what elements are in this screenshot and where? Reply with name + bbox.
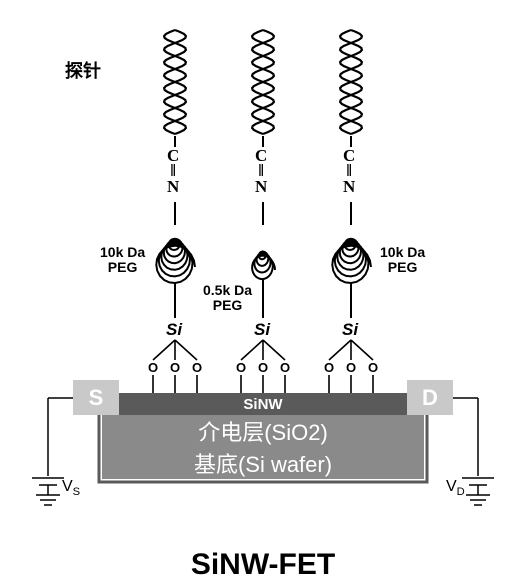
diagram-title: SiNW-FET	[0, 548, 526, 582]
o-label: O	[170, 360, 180, 375]
o-label: O	[148, 360, 158, 375]
o-label: O	[236, 360, 246, 375]
peg-label-10kda-left: 10k DaPEG	[100, 245, 145, 276]
o-label: O	[280, 360, 290, 375]
si-anchor-label-2: Si	[342, 320, 358, 340]
o-label: O	[258, 360, 268, 375]
voltage-drain-label: VD	[446, 478, 465, 498]
o-label: O	[324, 360, 334, 375]
sinw-nanowire-bar: SiNW	[119, 393, 407, 415]
substrate-layer: 基底(Si wafer)	[102, 447, 424, 479]
peg-label-10kda-right: 10k DaPEG	[380, 245, 425, 276]
cn-linker-0: C‖N	[167, 148, 180, 194]
cn-linker-2: C‖N	[343, 148, 356, 194]
cn-linker-1: C‖N	[255, 148, 268, 194]
si-anchor-label-0: Si	[166, 320, 182, 340]
peg-label-05kda: 0.5k DaPEG	[203, 283, 252, 314]
o-label: O	[346, 360, 356, 375]
dielectric-layer: 介电层(SiO2)	[102, 415, 424, 447]
o-label: O	[368, 360, 378, 375]
source-electrode: S	[73, 380, 119, 415]
si-anchor-label-1: Si	[254, 320, 270, 340]
drain-electrode: D	[407, 380, 453, 415]
diagram-canvas: 探针 C‖N C‖N C‖N 10k DaPEG 0.5k DaPEG 10k …	[0, 0, 526, 583]
voltage-source-label: VS	[62, 478, 80, 498]
probe-label: 探针	[65, 57, 101, 83]
o-label: O	[192, 360, 202, 375]
